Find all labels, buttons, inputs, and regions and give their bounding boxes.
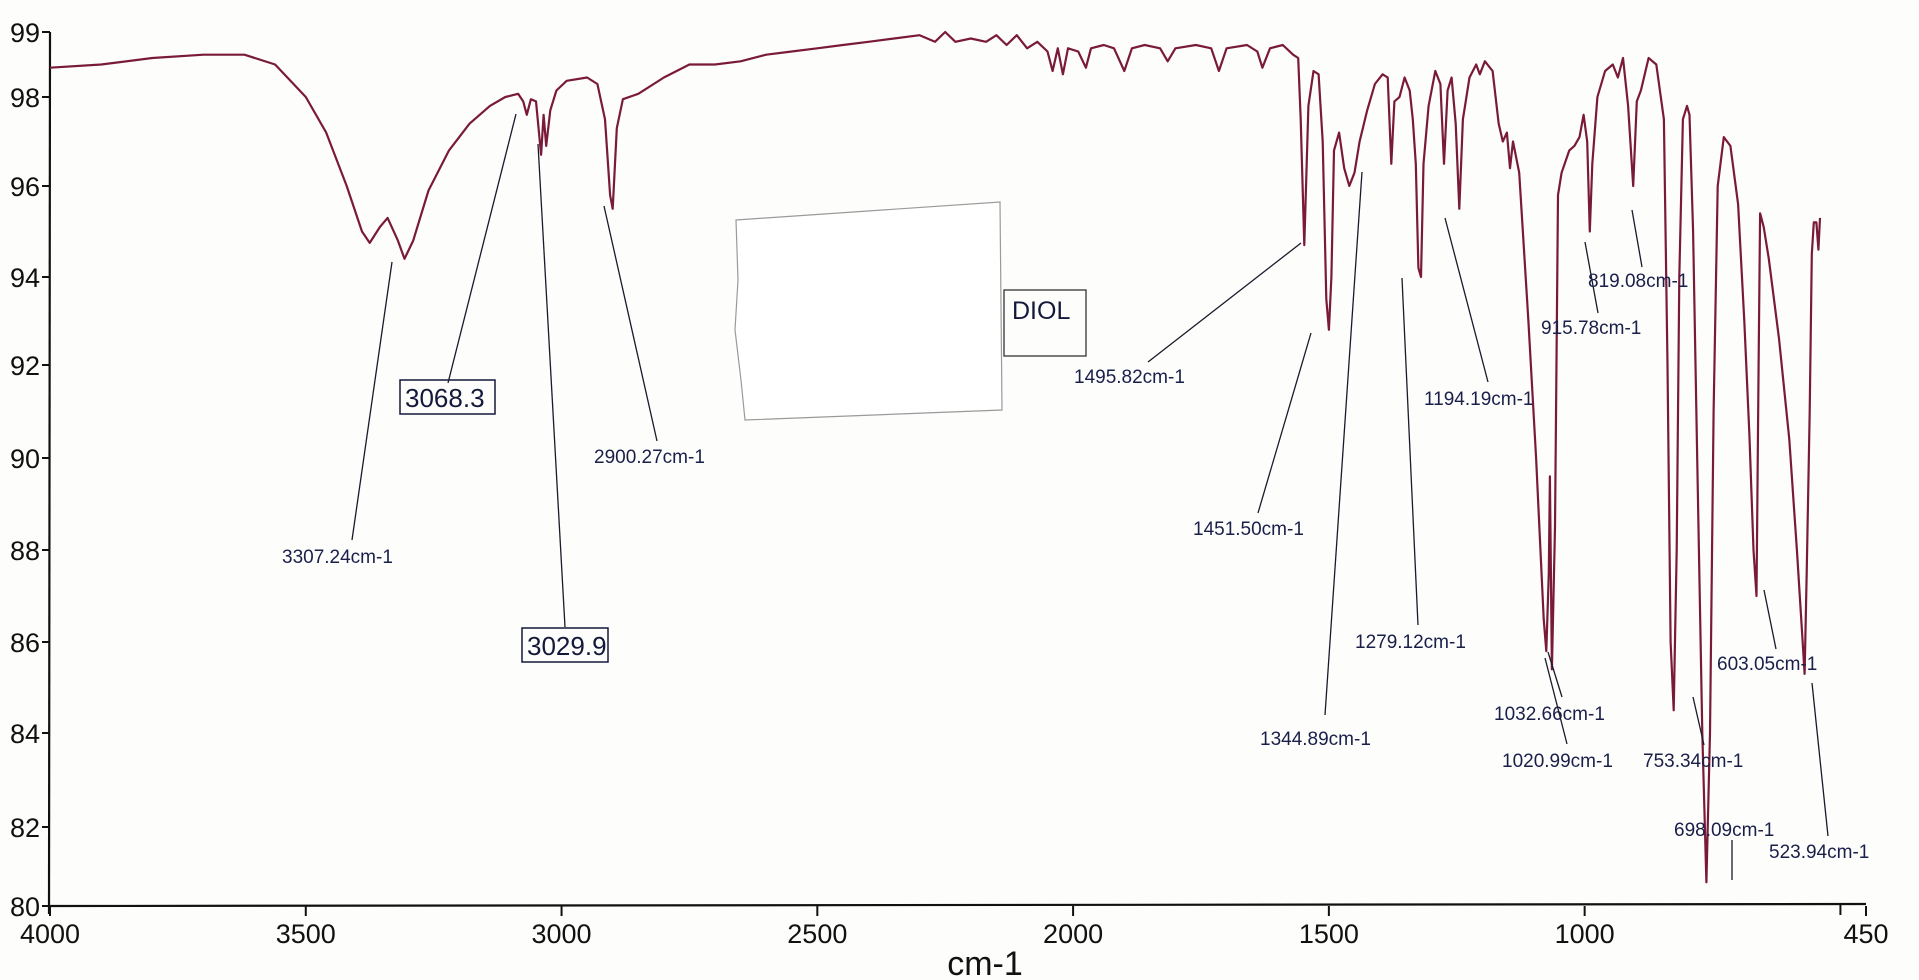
- peak-label: 3029.9: [527, 631, 607, 661]
- leader-line: [1631, 209, 1643, 268]
- peak-label: 1344.89cm-1: [1260, 729, 1371, 750]
- peak-annotation: 1020.99cm-1: [1502, 657, 1613, 772]
- leader-line: [351, 261, 393, 541]
- axes: 80 82 84 86 88 90 92 94 96 98 99 4000 3500 3000 2500 2…: [10, 18, 1889, 980]
- peak-label: 3068.3: [405, 383, 485, 413]
- peak-label: 1194.19cm-1: [1424, 389, 1534, 410]
- x-axis-title: cm-1: [947, 945, 1023, 980]
- leader-line: [1811, 682, 1829, 837]
- leader-line: [1147, 242, 1302, 363]
- leader-line: [1584, 241, 1599, 314]
- leader-line: [1547, 651, 1563, 698]
- leader-line: [447, 113, 517, 384]
- y-tick-label: 99: [10, 18, 40, 48]
- leader-line: [1544, 657, 1568, 745]
- peak-annotation: 523.94cm-1: [1769, 682, 1869, 863]
- peak-annotation: 3307.24cm-1: [282, 261, 393, 568]
- leader-line: [1257, 332, 1312, 514]
- peak-annotation: 1194.19cm-1: [1424, 217, 1534, 410]
- x-tick-label: 2500: [787, 919, 847, 949]
- peak-annotations: 3307.24cm-1 3068.3 3029.9 2900.27cm-1 1495.8…: [282, 113, 1869, 880]
- peak-label: 915.78cm-1: [1541, 318, 1641, 339]
- leader-line: [1763, 589, 1777, 650]
- pasted-paper-patch: [734, 201, 1003, 421]
- leader-line: [537, 143, 566, 628]
- x-axis: [49, 902, 1867, 908]
- x-axis-ticks: 4000 3500 3000 2500 2000 1500 1000 450: [20, 905, 1889, 949]
- peak-label: 1451.50cm-1: [1193, 519, 1304, 540]
- peak-label: 1495.82cm-1: [1074, 367, 1185, 388]
- x-tick-label: 2000: [1043, 919, 1103, 949]
- peak-annotation: 3068.3: [399, 113, 517, 415]
- peak-label: 1032.66cm-1: [1494, 704, 1605, 725]
- peak-annotation: 698.09cm-1: [1674, 820, 1774, 880]
- peak-label: 523.94cm-1: [1769, 842, 1869, 863]
- y-tick-label: 94: [10, 263, 40, 293]
- peak-label: 603.05cm-1: [1717, 654, 1817, 675]
- peak-annotation: 1495.82cm-1: [1074, 242, 1302, 388]
- x-tick-label: 1000: [1555, 919, 1615, 949]
- x-tick-label: 1500: [1299, 919, 1359, 949]
- peak-annotation: 603.05cm-1: [1717, 589, 1817, 675]
- leader-line: [1444, 217, 1489, 383]
- y-tick-label: 86: [10, 628, 40, 658]
- peak-label: 2900.27cm-1: [594, 447, 705, 468]
- x-tick-label: 3500: [276, 919, 336, 949]
- peak-label: 1020.99cm-1: [1502, 751, 1613, 772]
- peak-label: 753.34cm-1: [1643, 751, 1743, 772]
- leader-line: [1324, 171, 1363, 716]
- y-axis: [47, 31, 52, 915]
- peak-annotation: 1279.12cm-1: [1355, 277, 1466, 653]
- y-tick-label: 82: [10, 813, 40, 843]
- peak-annotation: 819.08cm-1: [1588, 209, 1688, 292]
- sample-label-box: DIOL: [1003, 289, 1087, 357]
- peak-annotation: 1344.89cm-1: [1260, 171, 1371, 750]
- x-tick-label: 450: [1843, 919, 1888, 949]
- peak-annotation: 915.78cm-1: [1541, 241, 1641, 339]
- peak-annotation: 3029.9: [521, 143, 609, 663]
- y-tick-label: 88: [10, 536, 40, 566]
- leader-line: [1401, 277, 1419, 626]
- x-tick-label: 3000: [532, 919, 592, 949]
- leader-line: [1692, 696, 1705, 746]
- peak-annotation: 2900.27cm-1: [594, 205, 705, 468]
- y-axis-ticks: 80 82 84 86 88 90 92 94 96 98 99: [10, 18, 50, 922]
- y-tick-label: 90: [10, 444, 40, 474]
- sample-label: DIOL: [1012, 297, 1070, 325]
- y-tick-label: 80: [10, 892, 40, 922]
- y-tick-label: 96: [10, 172, 40, 202]
- x-tick-label: 4000: [20, 919, 80, 949]
- peak-label: 1279.12cm-1: [1355, 632, 1466, 653]
- y-tick-label: 84: [10, 719, 40, 749]
- label-box: [399, 379, 496, 415]
- label-box: [521, 627, 609, 663]
- peak-label: 3307.24cm-1: [282, 547, 393, 568]
- spectrum-trace: [49, 30, 1822, 884]
- y-tick-label: 92: [10, 351, 40, 381]
- leader-line: [603, 205, 658, 442]
- peak-label: 698.09cm-1: [1674, 820, 1774, 841]
- y-tick-label: 98: [10, 83, 40, 113]
- peak-annotation: 1032.66cm-1: [1494, 651, 1605, 725]
- peak-label: 819.08cm-1: [1588, 271, 1688, 292]
- peak-annotation: 753.34cm-1: [1643, 696, 1743, 772]
- peak-annotation: 1451.50cm-1: [1193, 332, 1312, 540]
